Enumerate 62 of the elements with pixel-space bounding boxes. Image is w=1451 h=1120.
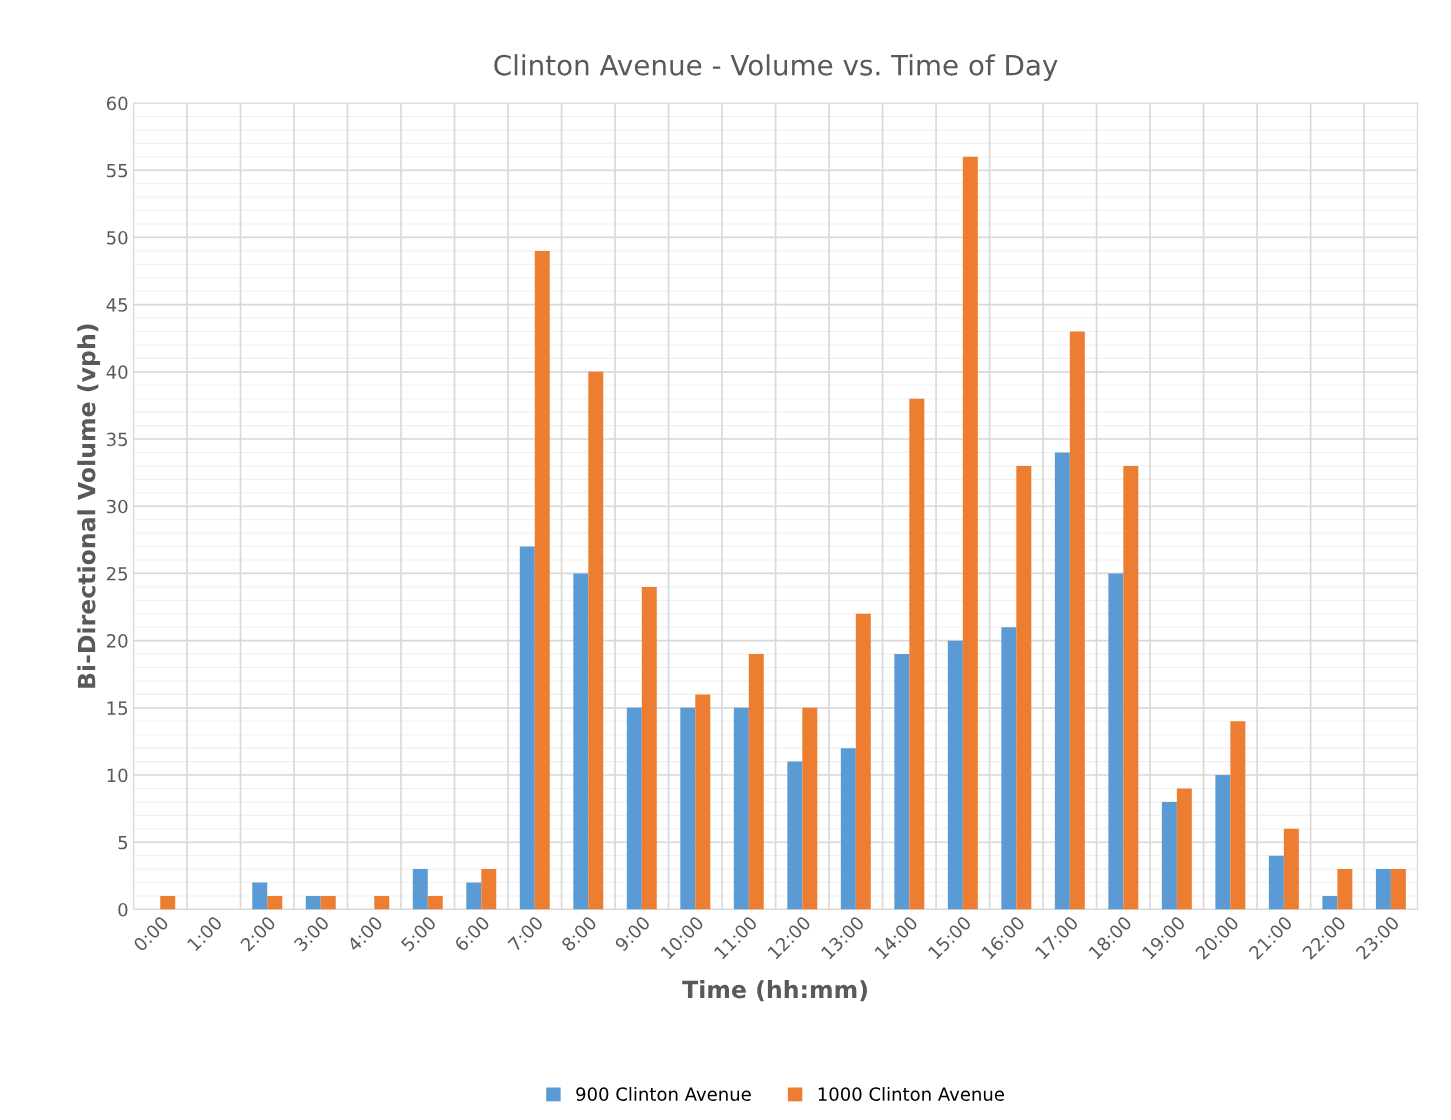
bar	[1283, 828, 1299, 910]
bar	[267, 896, 283, 910]
bar	[1390, 869, 1406, 910]
bar	[1322, 896, 1338, 910]
y-tick-label: 10	[107, 768, 128, 783]
bar	[519, 546, 535, 910]
bar	[481, 869, 497, 910]
bar	[962, 156, 978, 910]
y-tick-label: 5	[118, 835, 128, 850]
bar	[466, 882, 482, 910]
legend-label: 1000 Clinton Avenue	[818, 1086, 1004, 1101]
bar	[894, 654, 910, 910]
bar	[787, 761, 803, 910]
bar	[1375, 869, 1391, 910]
legend-label: 900 Clinton Avenue	[576, 1086, 751, 1101]
y-tick-label: 45	[106, 298, 128, 312]
y-tick-label: 0	[118, 902, 128, 917]
bar	[588, 371, 604, 910]
y-tick-label: 35	[107, 432, 128, 447]
bar	[427, 896, 443, 910]
bar	[1161, 801, 1177, 910]
bar	[641, 586, 657, 910]
bar	[695, 694, 711, 910]
bar	[573, 573, 589, 910]
y-tick-label: 20	[106, 634, 128, 648]
bar	[320, 896, 336, 910]
bar	[840, 748, 856, 910]
y-tick-label: 30	[107, 499, 128, 514]
y-tick-label: 60	[106, 96, 128, 111]
bar	[733, 707, 749, 910]
bar	[680, 707, 696, 910]
bar	[909, 398, 925, 910]
bar	[1123, 465, 1139, 910]
bar	[626, 707, 642, 910]
bar	[947, 640, 963, 910]
y-tick-label: 55	[107, 163, 128, 178]
bar	[374, 896, 390, 910]
bar	[748, 654, 764, 910]
bar	[1268, 855, 1284, 910]
bar	[1001, 627, 1017, 910]
y-tick-label: 40	[106, 365, 128, 379]
y-tick-label: 15	[107, 701, 128, 715]
x-axis-title: Time (hh:mm)	[682, 980, 867, 1002]
bar	[252, 882, 268, 910]
y-axis-title: Bi-Directional Volume (vph)	[77, 324, 101, 688]
bar	[1016, 465, 1032, 910]
bar	[305, 896, 321, 910]
bar	[1054, 452, 1070, 910]
bar	[855, 613, 871, 910]
bar	[1337, 869, 1353, 910]
chart-title: Clinton Avenue - Volume vs. Time of Day	[494, 54, 1058, 82]
bar	[412, 869, 428, 910]
bar	[802, 707, 818, 910]
bar	[1230, 721, 1246, 910]
y-tick-label: 50	[107, 230, 128, 245]
bar	[1108, 573, 1124, 910]
y-tick-label: 25	[106, 566, 128, 581]
bar	[1215, 775, 1231, 910]
bar	[160, 896, 176, 910]
bar	[1176, 788, 1192, 910]
bar	[534, 250, 550, 910]
bar	[1069, 331, 1085, 910]
